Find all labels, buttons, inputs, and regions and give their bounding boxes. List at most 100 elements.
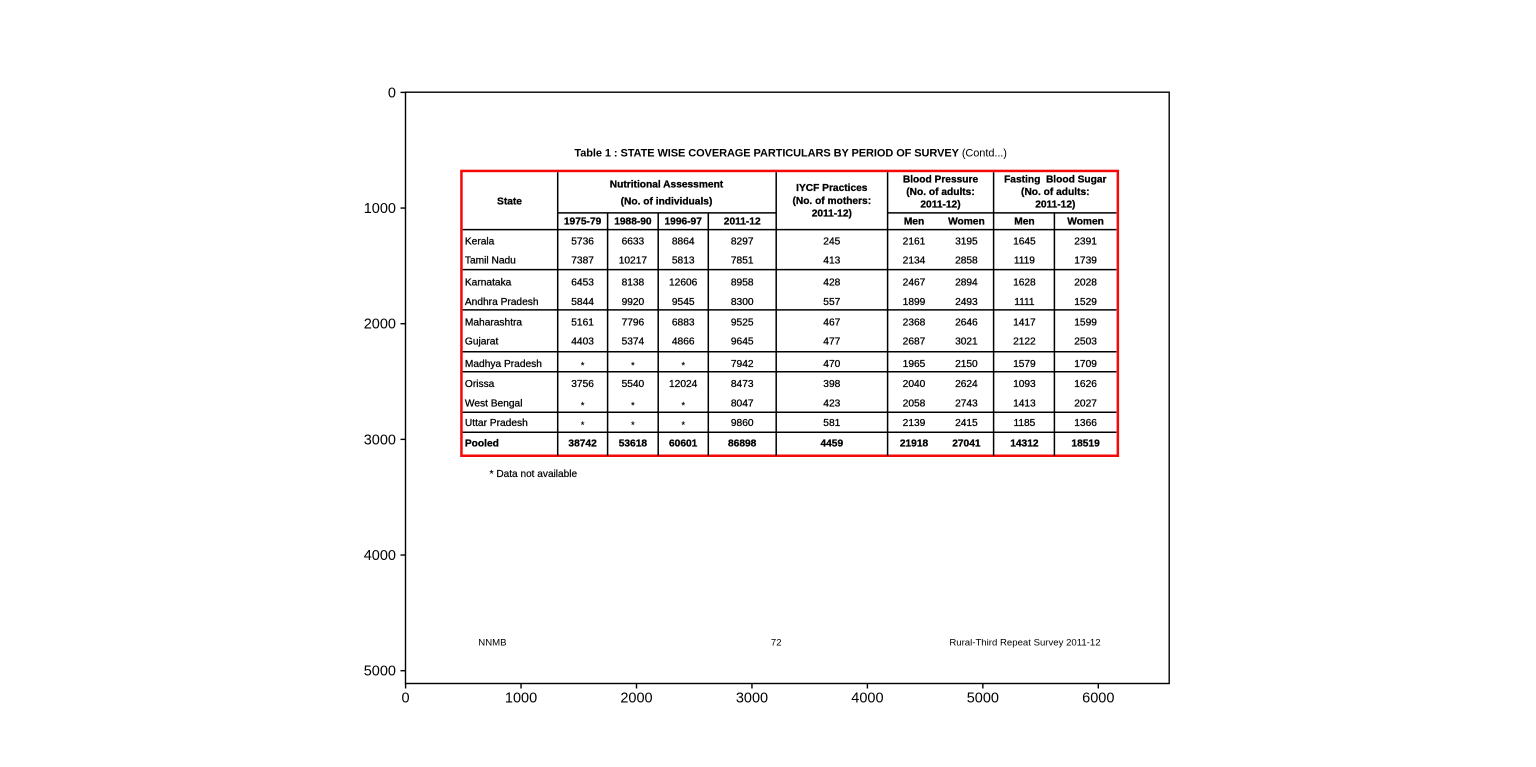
svg-text:(No. of mothers:: (No. of mothers:: [792, 196, 871, 207]
svg-text:2368: 2368: [903, 317, 926, 328]
svg-text:2161: 2161: [903, 236, 926, 247]
svg-text:12024: 12024: [669, 379, 698, 390]
svg-text:38742: 38742: [568, 438, 597, 449]
svg-text:Karnataka: Karnataka: [465, 277, 512, 288]
svg-text:8958: 8958: [731, 277, 754, 288]
svg-text:(No. of adults:: (No. of adults:: [1021, 187, 1089, 198]
svg-text:1417: 1417: [1013, 317, 1036, 328]
svg-text:Kerala: Kerala: [465, 236, 495, 247]
svg-text:1093: 1093: [1013, 379, 1036, 390]
svg-text:53618: 53618: [619, 438, 648, 449]
svg-text:Andhra Pradesh: Andhra Pradesh: [465, 297, 539, 308]
svg-text:2011-12): 2011-12): [1035, 200, 1075, 211]
svg-text:2894: 2894: [955, 277, 978, 288]
svg-text:1626: 1626: [1074, 379, 1097, 390]
svg-text:*: *: [581, 400, 585, 410]
svg-text:2858: 2858: [955, 255, 978, 266]
svg-text:Pooled: Pooled: [465, 438, 499, 449]
svg-text:Tamil Nadu: Tamil Nadu: [465, 255, 516, 266]
svg-text:9860: 9860: [731, 418, 754, 429]
svg-text:9545: 9545: [672, 297, 695, 308]
svg-text:477: 477: [823, 337, 840, 348]
svg-text:*: *: [681, 420, 685, 430]
svg-text:2624: 2624: [955, 379, 978, 390]
svg-text:Nutritional Assessment: Nutritional Assessment: [610, 180, 724, 191]
svg-text:3000: 3000: [364, 432, 396, 448]
svg-text:2011-12): 2011-12): [812, 208, 852, 219]
svg-text:Women: Women: [1067, 217, 1104, 228]
svg-text:Fasting Blood Sugar: Fasting Blood Sugar: [1004, 175, 1106, 186]
svg-text:9525: 9525: [731, 317, 754, 328]
svg-text:8138: 8138: [622, 277, 645, 288]
svg-text:1628: 1628: [1013, 277, 1036, 288]
svg-text:Table 1 : STATE WISE COVERAGE: Table 1 : STATE WISE COVERAGE PARTICULAR…: [574, 147, 1006, 159]
svg-text:423: 423: [823, 398, 840, 409]
svg-text:2391: 2391: [1074, 236, 1097, 247]
svg-text:2000: 2000: [364, 317, 396, 333]
svg-text:8300: 8300: [731, 297, 754, 308]
svg-text:470: 470: [823, 359, 840, 370]
svg-text:9645: 9645: [731, 337, 754, 348]
svg-text:8297: 8297: [731, 236, 754, 247]
svg-text:2028: 2028: [1074, 277, 1097, 288]
svg-text:3000: 3000: [736, 691, 768, 707]
svg-text:2134: 2134: [903, 255, 926, 266]
svg-text:4866: 4866: [672, 337, 695, 348]
svg-text:*: *: [581, 420, 585, 430]
svg-text:NNMB: NNMB: [478, 638, 506, 649]
svg-text:4403: 4403: [571, 337, 594, 348]
svg-text:2027: 2027: [1074, 398, 1097, 409]
svg-text:*: *: [681, 361, 685, 371]
svg-text:5000: 5000: [364, 664, 396, 680]
svg-text:2011-12: 2011-12: [724, 217, 761, 228]
svg-text:Gujarat: Gujarat: [465, 337, 499, 348]
svg-text:581: 581: [823, 418, 840, 429]
svg-text:2415: 2415: [955, 418, 978, 429]
svg-text:0: 0: [402, 691, 410, 707]
svg-text:7942: 7942: [731, 359, 754, 370]
svg-text:27041: 27041: [952, 438, 981, 449]
svg-text:1599: 1599: [1074, 317, 1097, 328]
svg-text:2139: 2139: [903, 418, 926, 429]
svg-text:5374: 5374: [622, 337, 645, 348]
svg-text:Women: Women: [948, 217, 985, 228]
svg-text:1413: 1413: [1013, 398, 1036, 409]
svg-text:6453: 6453: [571, 277, 594, 288]
svg-text:* Data not available: * Data not available: [490, 469, 578, 480]
svg-text:0: 0: [388, 85, 396, 101]
svg-text:413: 413: [823, 255, 840, 266]
svg-text:3021: 3021: [955, 337, 978, 348]
svg-text:2646: 2646: [955, 317, 978, 328]
svg-text:1996-97: 1996-97: [665, 217, 703, 228]
svg-text:1366: 1366: [1074, 418, 1097, 429]
svg-text:18519: 18519: [1071, 438, 1100, 449]
svg-text:8047: 8047: [731, 398, 754, 409]
svg-text:4000: 4000: [364, 548, 396, 564]
svg-text:8473: 8473: [731, 379, 754, 390]
svg-text:3195: 3195: [955, 236, 978, 247]
svg-text:2687: 2687: [903, 337, 926, 348]
svg-text:8864: 8864: [672, 236, 695, 247]
svg-text:7796: 7796: [622, 317, 645, 328]
svg-text:2058: 2058: [903, 398, 926, 409]
svg-text:Blood Pressure: Blood Pressure: [903, 175, 979, 186]
svg-text:5736: 5736: [571, 236, 594, 247]
svg-text:Men: Men: [904, 217, 924, 228]
svg-text:1965: 1965: [903, 359, 926, 370]
svg-text:1000: 1000: [364, 201, 396, 217]
svg-text:Men: Men: [1014, 217, 1034, 228]
svg-text:2122: 2122: [1013, 337, 1036, 348]
svg-text:6633: 6633: [622, 236, 645, 247]
svg-text:*: *: [631, 420, 635, 430]
svg-text:1529: 1529: [1074, 297, 1097, 308]
svg-text:2150: 2150: [955, 359, 978, 370]
svg-text:(No. of individuals): (No. of individuals): [621, 196, 713, 207]
svg-text:60601: 60601: [669, 438, 698, 449]
svg-text:(No. of adults:: (No. of adults:: [906, 187, 974, 198]
svg-text:*: *: [631, 361, 635, 371]
svg-text:7851: 7851: [731, 255, 754, 266]
svg-text:1709: 1709: [1074, 359, 1097, 370]
svg-text:1988-90: 1988-90: [614, 217, 652, 228]
svg-text:1000: 1000: [505, 691, 537, 707]
svg-text:5813: 5813: [672, 255, 695, 266]
